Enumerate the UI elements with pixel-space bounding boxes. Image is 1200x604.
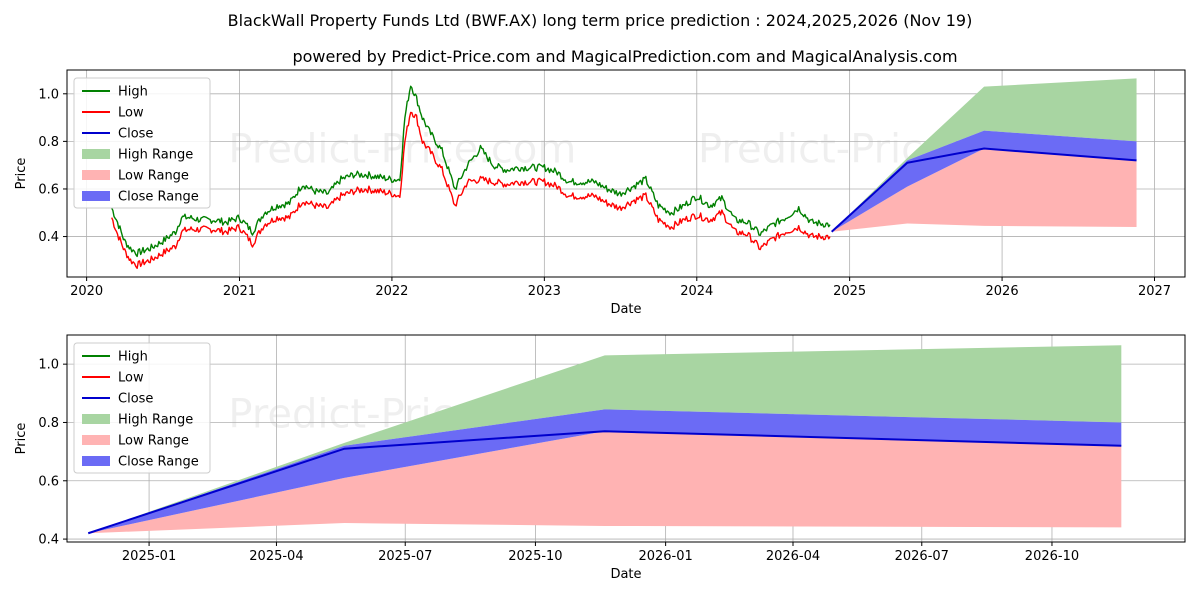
- x-tick-label: 2025-10: [508, 549, 562, 564]
- axis-ticks: 2025-01 2025-04 2025-07 2025-10 2026-01 2026-…: [38, 358, 1079, 564]
- y-tick-label: 0.8: [38, 416, 59, 431]
- high-range-band: [88, 345, 1122, 534]
- legend-swatch-patch: [82, 435, 110, 445]
- x-tick-label: 2026-01: [638, 549, 692, 564]
- y-tick-label: 0.4: [38, 230, 59, 245]
- legend: High Low Close High Range Low Range Close Ran…: [73, 342, 211, 474]
- y-axis-label: Price: [14, 158, 29, 190]
- low-range-band: [831, 148, 1137, 232]
- legend-entry: Close Range: [118, 455, 199, 470]
- legend-swatch-patch: [82, 456, 110, 466]
- x-tick-label: 2025: [833, 284, 866, 299]
- x-tick-label: 2025-04: [249, 549, 303, 564]
- chart-title: BlackWall Property Funds Ltd (BWF.AX) lo…: [228, 11, 973, 30]
- y-tick-label: 0.8: [38, 135, 59, 150]
- legend-entry: Low: [118, 106, 144, 121]
- legend-entry: High: [118, 350, 148, 365]
- legend-swatch-patch: [82, 149, 110, 159]
- plot-area: Predict-Price.comPredict-Price.comPredic…: [67, 70, 1185, 277]
- y-tick-label: 1.0: [38, 87, 59, 102]
- history-low-line: [111, 111, 831, 270]
- plot-frame: [66, 69, 1186, 278]
- x-tick-label: 2025-07: [378, 549, 432, 564]
- y-tick-label: 0.6: [38, 474, 59, 489]
- x-tick-label: 2026-10: [1025, 549, 1079, 564]
- x-tick-label: 2025-01: [122, 549, 176, 564]
- x-tick-label: 2020: [70, 284, 103, 299]
- chart-subtitle: powered by Predict-Price.com and Magical…: [292, 47, 957, 66]
- history-high-line: [111, 85, 831, 258]
- x-axis-label: Date: [610, 567, 641, 582]
- plot-frame: [66, 334, 1186, 543]
- forecast-close-line: [831, 147, 1137, 233]
- legend-entry: High: [118, 85, 148, 100]
- x-tick-label: 2026: [986, 284, 1019, 299]
- legend-entry: Low Range: [118, 169, 189, 184]
- y-tick-label: 0.4: [38, 533, 59, 548]
- legend-entry: Close: [118, 127, 153, 142]
- close-range-band: [88, 409, 1122, 534]
- x-tick-label: 2023: [528, 284, 561, 299]
- x-tick-label: 2021: [223, 284, 256, 299]
- axis-ticks: 2020 2021 2022 2023 2024 2025 2026 2027 0.4 0.6 0.…: [38, 87, 1171, 299]
- legend-swatch-patch: [82, 170, 110, 180]
- x-tick-label: 2022: [375, 284, 408, 299]
- y-axis-label: Price: [14, 423, 29, 455]
- legend-entry: Close: [118, 392, 153, 407]
- close-range-band: [831, 130, 1137, 232]
- high-range-band: [831, 78, 1137, 232]
- legend-swatch-patch: [82, 414, 110, 424]
- y-tick-label: 1.0: [38, 358, 59, 373]
- forecast-close-line: [87, 430, 1122, 535]
- legend-entry: Low: [118, 371, 144, 386]
- legend-entry: High Range: [118, 413, 193, 428]
- legend-entry: Low Range: [118, 434, 189, 449]
- x-axis-label: Date: [610, 302, 641, 317]
- legend-swatch-patch: [82, 191, 110, 201]
- low-range-band: [88, 431, 1122, 534]
- x-tick-label: 2026-04: [766, 549, 820, 564]
- legend-entry: Close Range: [118, 190, 199, 205]
- grid-lines: [67, 70, 1185, 277]
- x-tick-label: 2026-07: [895, 549, 949, 564]
- y-tick-label: 0.6: [38, 182, 59, 197]
- legend: High Low Close High Range Low Range Close Ran…: [73, 77, 211, 209]
- x-tick-label: 2024: [680, 284, 713, 299]
- legend-entry: High Range: [118, 148, 193, 163]
- x-tick-label: 2027: [1138, 284, 1171, 299]
- top-panel: Predict-Price.comPredict-Price.comPredic…: [14, 69, 1186, 317]
- bottom-panel: Predict-Price.comPredict-Price.com2025-0…: [14, 334, 1186, 582]
